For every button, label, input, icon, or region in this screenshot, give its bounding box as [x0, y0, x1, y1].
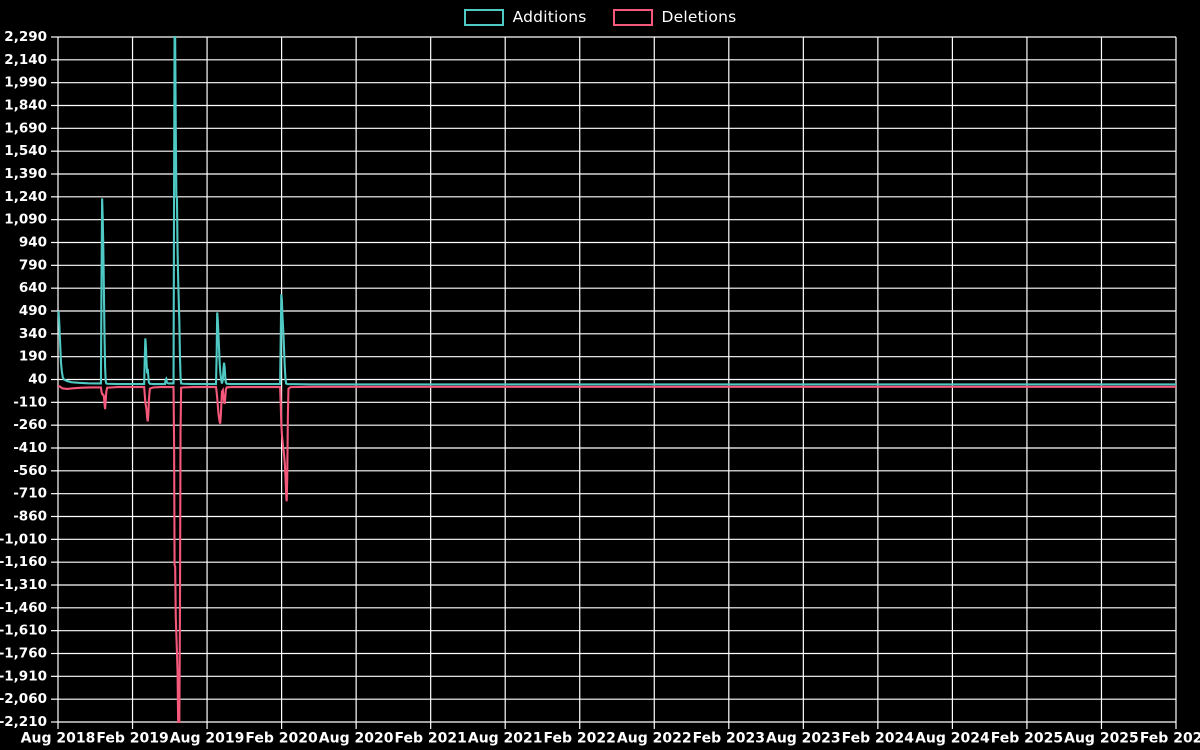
y-tick-label: -1,610	[0, 623, 47, 639]
y-tick-label: -110	[13, 394, 47, 410]
y-tick-label: 1,990	[4, 75, 47, 91]
series-lines	[57, 35, 1176, 724]
x-tick-label: Feb 2021	[394, 731, 466, 747]
y-tick-label: -1,460	[0, 600, 47, 616]
y-tick-label: 1,690	[4, 120, 47, 136]
y-tick-label: -560	[13, 463, 47, 479]
x-tick-label: Feb 2025	[991, 731, 1063, 747]
series-line-deletions	[58, 385, 1176, 724]
y-tick-label: 1,090	[4, 212, 47, 228]
y-tick-label: -1,310	[0, 577, 47, 593]
y-tick-label: 790	[19, 257, 47, 273]
y-tick-label: -410	[13, 440, 47, 456]
x-tick-label: Feb 2020	[245, 731, 318, 747]
chart-legend: Additions Deletions	[0, 0, 1200, 34]
y-tick-label: 2,290	[4, 29, 47, 45]
y-tick-label: 2,140	[4, 52, 47, 68]
legend-swatch-additions-icon	[463, 8, 504, 26]
y-tick-label: 1,840	[4, 98, 47, 114]
legend-item-deletions[interactable]: Deletions	[612, 8, 737, 26]
x-tick-label: Feb 2024	[842, 731, 915, 747]
series-line-additions	[57, 35, 1176, 386]
y-tick-label: -860	[13, 509, 47, 525]
x-tick-label: Aug 2019	[170, 731, 245, 747]
x-tick-label: Feb 2022	[544, 731, 616, 747]
legend-swatch-deletions-icon	[612, 8, 653, 26]
x-gridlines	[57, 37, 1177, 729]
legend-label-deletions: Deletions	[661, 8, 737, 26]
x-tick-label: Aug 2025	[1064, 731, 1139, 747]
y-tick-label: -2,210	[0, 714, 47, 730]
x-tick-label: Aug 2024	[915, 731, 990, 747]
y-tick-label: -1,910	[0, 668, 47, 684]
y-tick-label: 640	[19, 280, 47, 296]
x-tick-label: Aug 2022	[617, 731, 692, 747]
legend-item-additions[interactable]: Additions	[463, 8, 587, 26]
x-tick-label: Aug 2020	[319, 731, 394, 747]
y-tick-label: 1,390	[4, 166, 47, 182]
y-tick-label: 40	[28, 372, 47, 388]
y-tick-label: 190	[19, 349, 47, 365]
y-tick-label: 340	[19, 326, 47, 342]
x-tick-label: Aug 2021	[468, 731, 543, 747]
legend-label-additions: Additions	[512, 8, 587, 26]
y-axis-tick-labels: 2,290 2,140 1,990 1,840 1,690 1,540 1,390 1,240…	[0, 29, 47, 730]
x-tick-label: Feb 2026	[1140, 731, 1200, 747]
y-tick-label: -1,160	[0, 554, 47, 570]
x-axis-tick-labels: Aug 2018 Feb 2019 Aug 2019 Feb 2020 Aug 2020…	[21, 731, 1200, 747]
y-tick-label: 940	[19, 235, 47, 251]
y-tick-label: 1,240	[4, 189, 47, 205]
y-gridlines	[51, 36, 1176, 723]
y-tick-label: -710	[13, 486, 47, 502]
x-tick-label: Aug 2023	[766, 731, 841, 747]
x-tick-label: Feb 2019	[96, 731, 168, 747]
x-tick-label: Feb 2023	[693, 731, 765, 747]
y-tick-label: -2,060	[0, 691, 47, 707]
y-tick-label: 1,540	[4, 143, 47, 159]
y-tick-label: 490	[19, 303, 47, 319]
y-tick-label: -1,760	[0, 646, 47, 662]
x-tick-label: Aug 2018	[21, 731, 96, 747]
y-tick-label: -260	[13, 417, 47, 433]
y-tick-label: -1,010	[0, 531, 47, 547]
